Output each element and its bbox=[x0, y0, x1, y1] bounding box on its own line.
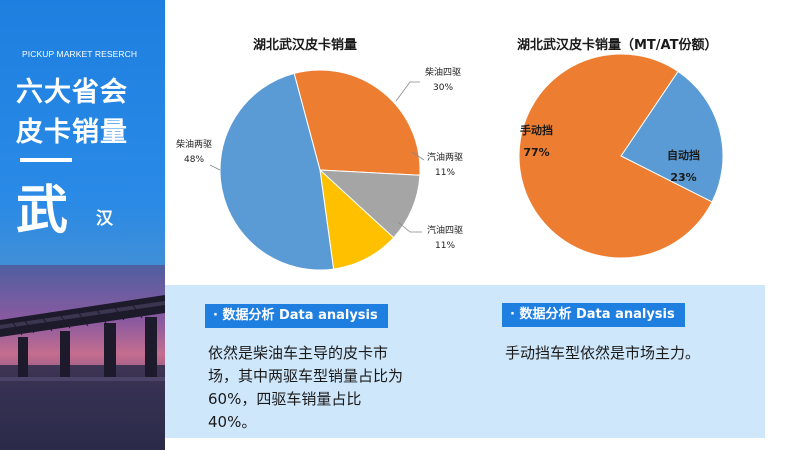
chart2-label-name: 手动挡 bbox=[520, 124, 553, 137]
analysis-panel: · 数据分析 Data analysis 依然是柴油车主导的皮卡市场，其中两驱车… bbox=[165, 285, 765, 438]
chart1-label-value: 11% bbox=[435, 168, 456, 178]
chart1-slice-4 bbox=[219, 72, 335, 271]
chart1-label-name: 汽油两驱 bbox=[427, 153, 464, 163]
bridge-photo bbox=[0, 265, 165, 450]
analysis-right-text: 手动挡车型依然是市场主力。 bbox=[505, 344, 701, 362]
analysis-right-heading: · 数据分析 Data analysis bbox=[502, 303, 685, 327]
chart2-title: 湖北武汉皮卡销量（MT/AT份额） bbox=[517, 38, 718, 53]
chart1-label-name: 汽油四驱 bbox=[427, 226, 464, 236]
chart2-label-auto: 自动挡 23% bbox=[667, 145, 700, 189]
chart1-label-name: 柴油两驱 bbox=[176, 140, 213, 150]
chart1-title: 湖北武汉皮卡销量 bbox=[253, 38, 358, 53]
bridge-illustration bbox=[0, 295, 165, 450]
chart2-pie bbox=[518, 53, 724, 259]
chart1-label-name: 柴油四驱 bbox=[425, 68, 462, 78]
chart2-label-manual: 手动挡 77% bbox=[520, 120, 553, 164]
banner-title-line2: 皮卡销量 bbox=[16, 117, 128, 148]
chart1-slice-2 bbox=[318, 169, 421, 239]
chart2-slice-1 bbox=[620, 70, 724, 203]
banner-city-char2: 汉 bbox=[96, 209, 113, 229]
analysis-left-text: 依然是柴油车主导的皮卡市场，其中两驱车型销量占比为60%，四驱车销量占比40%。 bbox=[208, 344, 404, 431]
chart1-label-diesel-2wd: 柴油两驱 48% bbox=[176, 138, 212, 168]
chart1-pie bbox=[219, 69, 421, 271]
chart2-label-name: 自动挡 bbox=[667, 149, 700, 162]
banner-divider bbox=[20, 158, 72, 162]
chart1-slice-3 bbox=[319, 168, 395, 270]
banner-city-char1: 武 bbox=[16, 181, 69, 241]
banner-title-line1: 六大省会 bbox=[16, 77, 128, 108]
chart1-label-value: 48% bbox=[184, 155, 205, 165]
chart1-label-gas-2wd: 汽油两驱 11% bbox=[427, 151, 463, 181]
analysis-left-heading: · 数据分析 Data analysis bbox=[205, 304, 388, 328]
chart1-label-value: 11% bbox=[435, 241, 456, 251]
chart1-label-diesel-4wd: 柴油四驱 30% bbox=[425, 66, 461, 96]
chart2-label-value: 77% bbox=[523, 146, 550, 159]
side-banner: PICKUP MARKET RESERCH 六大省会 皮卡销量 武 汉 bbox=[0, 0, 165, 450]
chart1-label-gas-4wd: 汽油四驱 11% bbox=[427, 224, 463, 254]
chart2-label-value: 23% bbox=[670, 171, 697, 184]
chart1-label-value: 30% bbox=[433, 83, 454, 93]
chart2-slice-2 bbox=[518, 53, 713, 259]
banner-subtitle: PICKUP MARKET RESERCH bbox=[22, 49, 138, 59]
